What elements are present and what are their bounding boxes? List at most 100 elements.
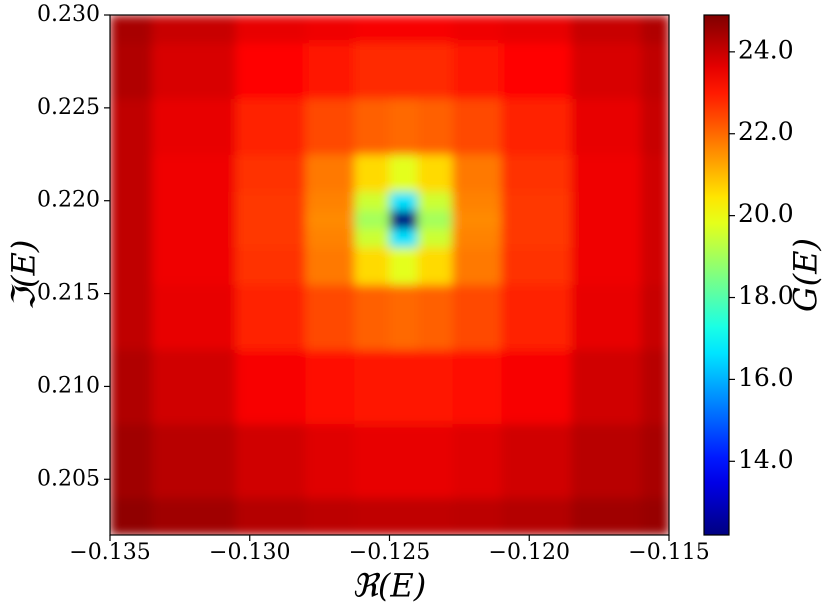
heatmap-cell (452, 423, 502, 499)
heatmap-cell (305, 191, 356, 211)
heatmap-cell (110, 98, 153, 155)
x-tick-label: −0.135 (69, 540, 150, 565)
heatmap-cell (571, 191, 642, 211)
heatmap-cell (389, 154, 418, 192)
heatmap-cell (417, 284, 453, 350)
heatmap-cell (501, 497, 572, 535)
heatmap-cell (571, 423, 642, 499)
heatmap-cell (151, 98, 237, 155)
heatmap-cell (417, 423, 453, 499)
heatmap-cell (354, 247, 390, 285)
heatmap-cell (235, 228, 307, 248)
heatmap-cell (389, 191, 418, 211)
heatmap-cell (452, 247, 502, 285)
heatmap-cell (389, 210, 418, 230)
heatmap-cell (641, 154, 669, 192)
heatmap-cell (571, 154, 642, 192)
heatmap-cell (151, 497, 237, 535)
heatmap-cell (354, 228, 390, 248)
heatmap-cell (151, 349, 237, 425)
heatmap-cell (571, 349, 642, 425)
heatmap-cell (305, 349, 356, 425)
heatmap-cell (571, 247, 642, 285)
heatmap-cell (641, 349, 669, 425)
heatmap-cell (417, 497, 453, 535)
heatmap-cell (235, 98, 307, 155)
heatmap-cell (389, 284, 418, 350)
heatmap-clip (110, 15, 669, 535)
heatmap-cell (305, 98, 356, 155)
heatmap-cell (235, 210, 307, 230)
heatmap-cell (305, 284, 356, 350)
heatmap-cell (452, 154, 502, 192)
heatmap-cell (110, 191, 153, 211)
colorbar-tick-label: 14.0 (738, 445, 794, 474)
heatmap-cell (151, 15, 237, 44)
heatmap-cell (501, 349, 572, 425)
x-tick-label: −0.130 (209, 540, 290, 565)
heatmap-cell (305, 15, 356, 44)
heatmap-cell (452, 228, 502, 248)
heatmap-cell (641, 284, 669, 350)
heatmap-cell (305, 423, 356, 499)
heatmap-cell (452, 284, 502, 350)
heatmap-cell (641, 210, 669, 230)
heatmap-cell (235, 247, 307, 285)
heatmap-cell (235, 154, 307, 192)
colorbar-tick-label: 22.0 (738, 117, 794, 146)
heatmap-cell (151, 284, 237, 350)
heatmap-cell (501, 154, 572, 192)
heatmap-cell (305, 42, 356, 100)
heatmap-cell (151, 42, 237, 100)
y-tick-label: 0.230 (37, 2, 100, 27)
heatmap-cell (501, 210, 572, 230)
heatmap-cell (389, 42, 418, 100)
heatmap-cell (235, 423, 307, 499)
heatmap-cell (235, 42, 307, 100)
heatmap-cell (110, 497, 153, 535)
heatmap-cell (501, 247, 572, 285)
heatmap-cell (417, 228, 453, 248)
heatmap-cell (235, 349, 307, 425)
heatmap-cell (110, 423, 153, 499)
heatmap-cell (151, 191, 237, 211)
heatmap-cell (151, 228, 237, 248)
colorbar-tick-label: 16.0 (738, 363, 794, 392)
heatmap-cell (501, 191, 572, 211)
heatmap-cell (354, 497, 390, 535)
heatmap-cell (417, 154, 453, 192)
heatmap-cell (354, 42, 390, 100)
heatmap-cell (641, 228, 669, 248)
heatmap-cell (389, 349, 418, 425)
heatmap-cell (389, 497, 418, 535)
heatmap-cell (417, 191, 453, 211)
y-tick-label: 0.215 (37, 281, 100, 306)
heatmap-cell (389, 228, 418, 248)
heatmap-cell (641, 98, 669, 155)
heatmap-cell (571, 210, 642, 230)
heatmap-cell (641, 15, 669, 44)
heatmap-cell (235, 497, 307, 535)
heatmap-cell (305, 210, 356, 230)
colorbar-tick-label: 24.0 (738, 35, 794, 64)
heatmap-cell (235, 284, 307, 350)
heatmap-cell (417, 349, 453, 425)
heatmap-cell (417, 15, 453, 44)
heatmap-cell (110, 154, 153, 192)
y-tick-label: 0.225 (37, 95, 100, 120)
heatmap-cell (501, 98, 572, 155)
heatmap-cell (354, 210, 390, 230)
heatmap-cell (235, 15, 307, 44)
heatmap-cell (354, 154, 390, 192)
heatmap-cell (501, 423, 572, 499)
colorbar-tick-label: 20.0 (738, 199, 794, 228)
heatmap-cell (452, 15, 502, 44)
heatmap-cell (452, 497, 502, 535)
heatmap-cell (354, 349, 390, 425)
heatmap-cell (452, 42, 502, 100)
heatmap-cell (305, 228, 356, 248)
y-tick-label: 0.210 (37, 373, 100, 398)
heatmap-cell (110, 349, 153, 425)
heatmap-cell (354, 15, 390, 44)
heatmap-cell (354, 98, 390, 155)
